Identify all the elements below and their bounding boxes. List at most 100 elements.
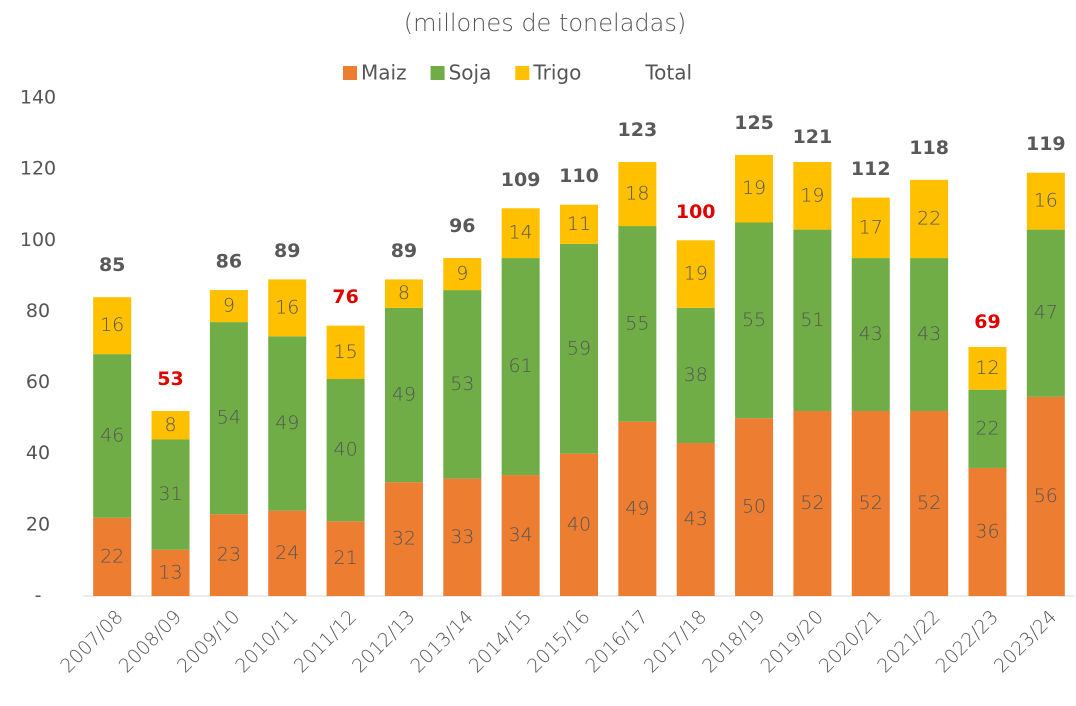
value-label: 19 <box>684 263 708 285</box>
value-label: 52 <box>800 492 824 514</box>
y-tick-label: 140 <box>20 87 56 109</box>
y-tick-label: 60 <box>26 371 50 393</box>
bar-segment <box>501 258 540 476</box>
value-label: 38 <box>684 364 708 386</box>
value-label: 19 <box>800 184 824 206</box>
value-label: 8 <box>164 414 176 436</box>
legend-label: Trigo <box>532 61 581 85</box>
value-label: 24 <box>275 542 299 564</box>
total-label: 119 <box>1026 133 1066 155</box>
value-label: 51 <box>800 309 824 331</box>
bar-segment <box>1026 172 1065 230</box>
x-tick-label: 2015/16 <box>523 606 594 677</box>
x-tick-label: 2013/14 <box>406 606 477 677</box>
bar-segment <box>326 325 365 380</box>
value-label: 22 <box>100 545 124 567</box>
value-label: 55 <box>625 312 649 334</box>
value-label: 22 <box>975 417 999 439</box>
total-label: 53 <box>157 368 183 390</box>
value-label: 18 <box>625 183 649 205</box>
value-label: 23 <box>217 544 241 566</box>
bar-segment <box>676 307 715 444</box>
bar-segment <box>209 514 248 596</box>
total-label: 69 <box>974 311 1000 333</box>
chart-title: (millones de toneladas) <box>404 9 686 37</box>
bar-segment <box>968 347 1007 390</box>
value-label: 15 <box>333 341 357 363</box>
bar-segment <box>501 208 540 259</box>
bar-segment <box>443 478 482 596</box>
bar-segment <box>326 379 365 522</box>
bar-segment <box>1026 229 1065 397</box>
value-label: 55 <box>742 309 766 331</box>
total-label: 96 <box>449 215 475 237</box>
value-label: 46 <box>100 424 124 446</box>
y-tick-label: 100 <box>20 229 56 251</box>
legend-label: Total <box>644 61 692 85</box>
value-label: 61 <box>509 355 533 377</box>
value-label: 52 <box>917 492 941 514</box>
x-tick-label: 2021/22 <box>873 606 944 677</box>
legend-label: Soja <box>449 61 492 85</box>
y-tick-label: - <box>35 585 42 607</box>
bar-segment <box>93 517 132 596</box>
x-tick-label: 2009/10 <box>173 606 244 677</box>
bar-segment <box>268 510 307 596</box>
total-label: 125 <box>734 112 774 134</box>
bar-segment <box>151 549 190 596</box>
bar-segment <box>793 229 832 412</box>
value-label: 9 <box>223 295 235 317</box>
bar-segment <box>501 475 540 596</box>
value-label: 59 <box>567 337 591 359</box>
value-label: 22 <box>917 207 941 229</box>
y-tick-label: 40 <box>26 442 50 464</box>
bar-segment <box>384 307 423 483</box>
total-label: 76 <box>332 286 358 308</box>
value-label: 33 <box>450 526 474 548</box>
total-label: 110 <box>559 165 599 187</box>
value-label: 17 <box>859 216 883 238</box>
value-label: 53 <box>450 373 474 395</box>
legend-swatch <box>515 66 530 80</box>
x-tick-label: 2023/24 <box>990 606 1061 677</box>
total-label: 85 <box>99 254 125 276</box>
value-label: 43 <box>859 323 883 345</box>
y-tick-label: 80 <box>26 300 50 322</box>
value-label: 16 <box>100 314 124 336</box>
x-tick-label: 2018/19 <box>698 606 769 677</box>
y-tick-label: 20 <box>26 513 50 535</box>
bar-segment <box>676 443 715 596</box>
bar-segment <box>851 411 890 596</box>
value-label: 11 <box>567 213 591 235</box>
x-tick-label: 2007/08 <box>56 606 127 677</box>
value-label: 56 <box>1034 485 1058 507</box>
x-tick-label: 2019/20 <box>756 606 827 677</box>
bar-segment <box>793 411 832 596</box>
bar-segment <box>1026 396 1065 596</box>
bar-segment <box>910 258 949 412</box>
value-label: 34 <box>509 524 533 546</box>
bar-segment <box>735 154 774 223</box>
bar-segment <box>443 258 482 291</box>
total-label: 121 <box>793 126 833 148</box>
value-label: 16 <box>275 296 299 318</box>
total-label: 123 <box>618 119 658 141</box>
legend-swatch <box>343 66 357 80</box>
legend-swatch <box>430 66 445 80</box>
bar-segment <box>968 389 1007 468</box>
bar-segment <box>618 162 657 227</box>
bar-segment <box>851 197 890 259</box>
bar-segment <box>560 204 598 244</box>
bar-segment <box>560 453 598 596</box>
bar-segment <box>676 240 715 308</box>
x-tick-label: 2020/21 <box>815 606 886 677</box>
value-label: 49 <box>275 412 299 434</box>
x-tick-label: 2014/15 <box>465 606 536 677</box>
value-label: 16 <box>1034 190 1058 212</box>
value-label: 43 <box>917 323 941 345</box>
value-label: 43 <box>684 508 708 530</box>
value-label: 21 <box>333 547 357 569</box>
bar-segment <box>384 482 423 596</box>
value-label: 12 <box>975 357 999 379</box>
